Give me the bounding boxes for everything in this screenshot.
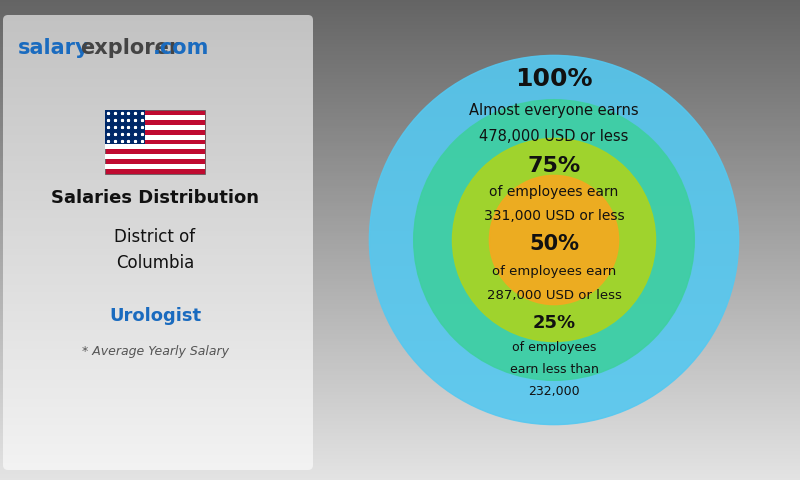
Bar [105,125,205,130]
Bar [105,110,205,174]
Text: 100%: 100% [515,67,593,91]
Text: of employees earn: of employees earn [492,265,616,278]
Bar [105,164,205,169]
Text: 25%: 25% [533,314,575,332]
Text: Urologist: Urologist [109,307,201,325]
Text: 50%: 50% [529,234,579,254]
Circle shape [490,175,618,305]
Text: 75%: 75% [527,156,581,176]
Text: of employees earn: of employees earn [490,185,618,199]
Text: salary: salary [18,38,90,58]
FancyBboxPatch shape [3,15,313,470]
Circle shape [453,138,655,342]
Bar [105,134,205,140]
Bar [105,110,145,144]
Text: 232,000: 232,000 [528,385,580,398]
Text: 478,000 USD or less: 478,000 USD or less [479,129,629,144]
Circle shape [370,55,738,425]
Text: Almost everyone earns: Almost everyone earns [469,103,639,118]
Text: of employees: of employees [512,341,596,354]
Text: explorer: explorer [80,38,179,58]
Text: Salaries Distribution: Salaries Distribution [51,189,259,207]
Bar [105,154,205,159]
Text: * Average Yearly Salary: * Average Yearly Salary [82,346,229,359]
Text: 331,000 USD or less: 331,000 USD or less [484,209,624,223]
Text: earn less than: earn less than [510,363,598,376]
Bar [105,144,205,149]
Text: District of
Columbia: District of Columbia [114,228,195,272]
Text: 287,000 USD or less: 287,000 USD or less [486,289,622,302]
Bar [105,115,205,120]
Circle shape [414,100,694,380]
Text: .com: .com [153,38,210,58]
